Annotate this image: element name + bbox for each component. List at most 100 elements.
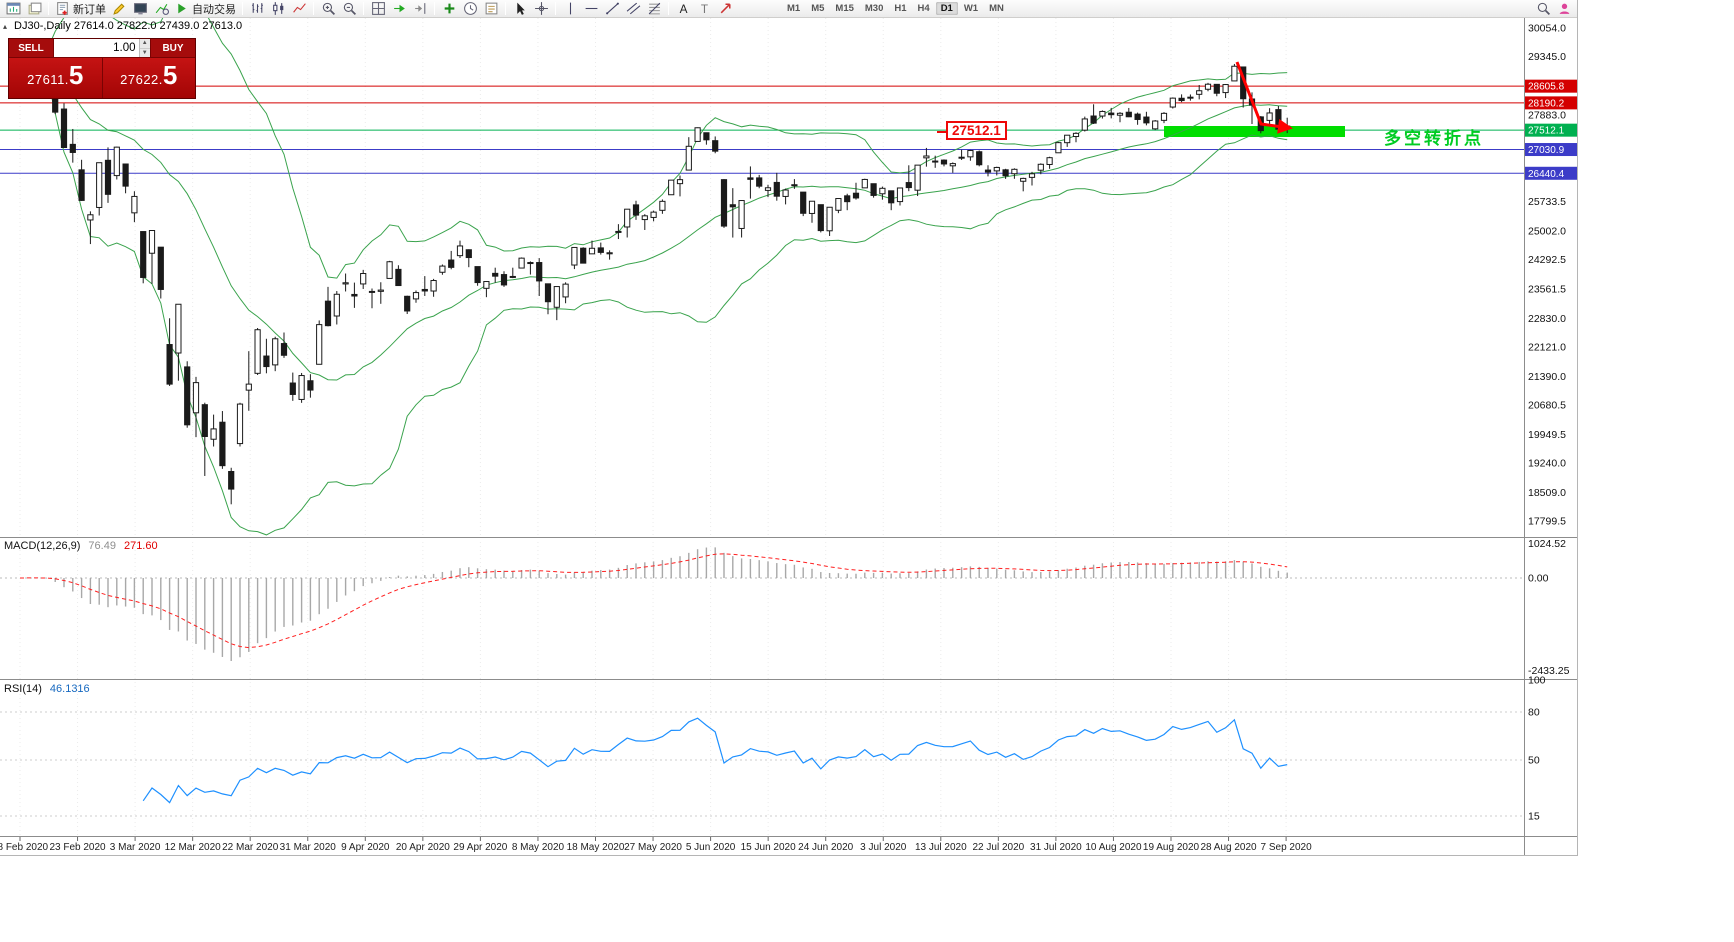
buy-price-button[interactable]: 27622. 5 [102,58,195,98]
chart-shift-icon[interactable] [410,1,430,17]
buy-button[interactable]: BUY [150,39,195,57]
templates-icon[interactable] [481,1,501,17]
svg-text:28190.2: 28190.2 [1528,98,1565,109]
svg-text:15 Jun 2020: 15 Jun 2020 [741,842,796,853]
sell-button[interactable]: SELL [9,39,54,57]
bar-chart-type-icon[interactable] [247,1,267,17]
toolbar-separator [505,2,506,15]
zoom-in-icon[interactable] [318,1,338,17]
svg-text:28605.8: 28605.8 [1528,82,1565,93]
strategy-tester-icon[interactable] [151,1,171,17]
svg-text:29345.0: 29345.0 [1528,51,1566,63]
metaeditor-icon[interactable] [109,1,129,17]
search-icon[interactable] [1533,1,1553,17]
price-chart-canvas[interactable]: 30054.0 29345.0 27883.0 25733.5 25002.0 24292… [0,0,1578,856]
sell-price-button[interactable]: 27611. 5 [9,58,103,98]
volume-increase-button[interactable]: ▲ [139,39,150,49]
rsi-panel[interactable] [0,711,1524,817]
price-axis[interactable]: 30054.0 29345.0 27883.0 25733.5 25002.0 24292… [1525,22,1577,823]
toolbar-separator [363,2,364,15]
rsi-indicator-label[interactable]: RSI(14) 46.1316 [4,683,90,695]
new-chart-icon[interactable] [3,1,23,17]
profiles-icon[interactable] [24,1,44,17]
svg-text:19949.5: 19949.5 [1528,429,1566,441]
main-toolbar: 新订单 自动交易 A T M1 M5 M15 M30 H1 H4 D1 W1 MN [0,0,1577,18]
crosshair-icon[interactable] [531,1,551,17]
svg-text:5 Jun 2020: 5 Jun 2020 [686,842,736,853]
tile-windows-icon[interactable] [368,1,388,17]
svg-text:27030.9: 27030.9 [1528,145,1565,156]
svg-text:22121.0: 22121.0 [1528,342,1566,354]
svg-text:8 May 2020: 8 May 2020 [512,842,565,853]
timeframe-button-M1[interactable]: M1 [787,3,801,14]
svg-text:25733.5: 25733.5 [1528,196,1566,208]
indicators-list-icon[interactable] [439,1,459,17]
timeframe-button-W1[interactable]: W1 [963,3,979,14]
horizontal-line-icon[interactable] [581,1,601,17]
community-icon[interactable] [1554,1,1574,17]
rsi-line [142,717,1288,804]
timeframe-button-M5[interactable]: M5 [811,3,825,14]
arrows-icon[interactable] [715,1,735,17]
zoom-out-icon[interactable] [339,1,359,17]
candlestick-type-icon[interactable] [268,1,288,17]
svg-text:0.00: 0.00 [1528,573,1549,585]
trendline-icon[interactable] [602,1,622,17]
mt4-window: 30054.0 29345.0 27883.0 25733.5 25002.0 24292… [0,0,1578,856]
svg-text:22 Mar 2020: 22 Mar 2020 [222,842,279,853]
rsi-value: 46.1316 [49,683,90,695]
toolbar-separator [555,2,556,15]
macd-signal-line [19,553,1288,649]
fibonacci-icon[interactable] [644,1,664,17]
toolbar-separator [48,2,49,15]
macd-name: MACD(12,26,9) [4,540,81,552]
toolbar-separator [434,2,435,15]
turning-point-label[interactable]: 多空转折点 [1384,129,1484,148]
terminal-icon[interactable] [130,1,150,17]
auto-scroll-icon[interactable] [389,1,409,17]
timeframe-button-MN[interactable]: MN [989,3,1004,14]
main-price-panel[interactable] [0,0,1524,536]
svg-text:22830.0: 22830.0 [1528,313,1566,325]
svg-text:3 Mar 2020: 3 Mar 2020 [110,842,161,853]
timeframe-button-H4[interactable]: H4 [917,3,930,14]
timeframe-button-M30[interactable]: M30 [864,3,884,14]
toolbar-separator [668,2,669,15]
price-callout[interactable]: 27512.1 [937,121,1007,140]
macd-main-value: 76.49 [88,540,116,552]
channel-icon[interactable] [623,1,643,17]
timeframe-button-H1[interactable]: H1 [894,3,907,14]
trade-panel-header-row: SELL ▲ ▼ BUY [9,39,195,58]
macd-indicator-label[interactable]: MACD(12,26,9) 76.49 271.60 [4,540,158,552]
svg-text:27512.1: 27512.1 [1528,126,1565,137]
cursor-icon[interactable] [510,1,530,17]
new-order-button[interactable]: 新订单 [53,1,108,17]
candlestick-series [16,53,1291,505]
svg-text:24292.5: 24292.5 [1528,254,1566,266]
macd-panel[interactable] [0,547,1524,661]
vertical-line-icon[interactable] [560,1,580,17]
one-click-toggle[interactable]: ▴ [3,21,8,31]
autotrading-button[interactable]: 自动交易 [172,1,238,17]
svg-text:26440.4: 26440.4 [1528,169,1565,180]
svg-text:12 Mar 2020: 12 Mar 2020 [165,842,222,853]
timeframe-button-D1[interactable]: D1 [935,2,958,15]
volume-field: ▲ ▼ [54,39,150,57]
text-icon[interactable]: A [673,1,693,17]
buy-price-big: 5 [162,60,178,90]
svg-text:21390.0: 21390.0 [1528,371,1566,383]
periods-icon[interactable] [460,1,480,17]
svg-text:22 Jul 2020: 22 Jul 2020 [972,842,1024,853]
volume-decrease-button[interactable]: ▼ [139,48,150,57]
svg-text:29 Apr 2020: 29 Apr 2020 [453,842,507,853]
svg-text:50: 50 [1528,755,1540,767]
trend-arrow[interactable] [1235,61,1293,134]
svg-text:24 Jun 2020: 24 Jun 2020 [798,842,853,853]
timeframe-button-M15[interactable]: M15 [835,3,854,14]
volume-input[interactable] [54,39,139,57]
line-chart-type-icon[interactable] [289,1,309,17]
svg-text:3 Jul 2020: 3 Jul 2020 [860,842,907,853]
highlight-band[interactable] [1164,126,1345,137]
text-label-icon[interactable]: T [694,1,714,17]
